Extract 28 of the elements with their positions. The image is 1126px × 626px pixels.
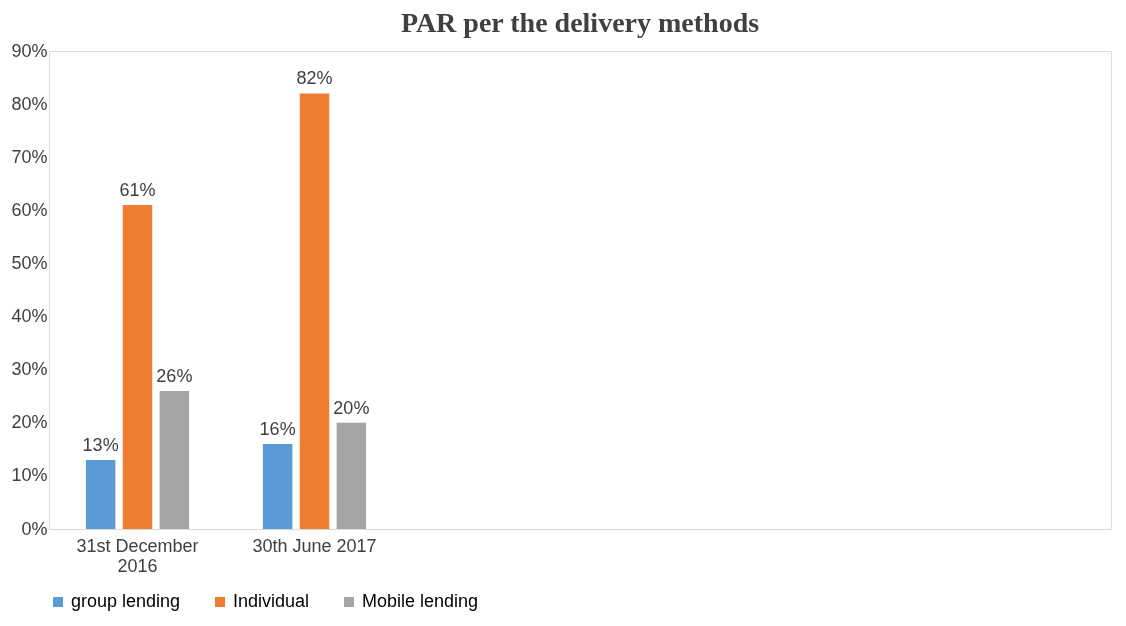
data-label: 82% <box>296 68 333 89</box>
y-tick-label: 80% <box>11 93 48 114</box>
data-label: 13% <box>82 434 119 455</box>
y-tick-label: 0% <box>21 518 48 539</box>
legend-label: Mobile lending <box>362 591 479 611</box>
chart-title: PAR per the delivery methods <box>400 7 760 38</box>
data-label: 20% <box>333 397 370 418</box>
x-tick-label: 30th June 2017 <box>252 535 377 556</box>
y-tick-label: 10% <box>11 465 48 486</box>
x-tick-label: 31st December 2016 <box>76 535 199 576</box>
y-tick-label: 60% <box>11 199 48 220</box>
bar <box>299 93 330 529</box>
data-label: 26% <box>156 365 193 386</box>
bar <box>336 422 367 529</box>
legend-label: group lending <box>71 591 181 611</box>
y-tick-label: 40% <box>11 306 48 327</box>
data-label: 61% <box>119 180 156 201</box>
y-tick-label: 90% <box>11 40 48 61</box>
bar <box>85 459 116 529</box>
y-tick-label: 50% <box>11 252 48 273</box>
y-tick-label: 20% <box>11 412 48 433</box>
bar <box>159 390 190 529</box>
y-tick-label: 70% <box>11 146 48 167</box>
y-tick-label: 30% <box>11 359 48 380</box>
bar <box>262 444 293 529</box>
data-label: 16% <box>259 419 296 440</box>
bar <box>122 205 153 529</box>
legend-label: Individual <box>233 591 310 611</box>
